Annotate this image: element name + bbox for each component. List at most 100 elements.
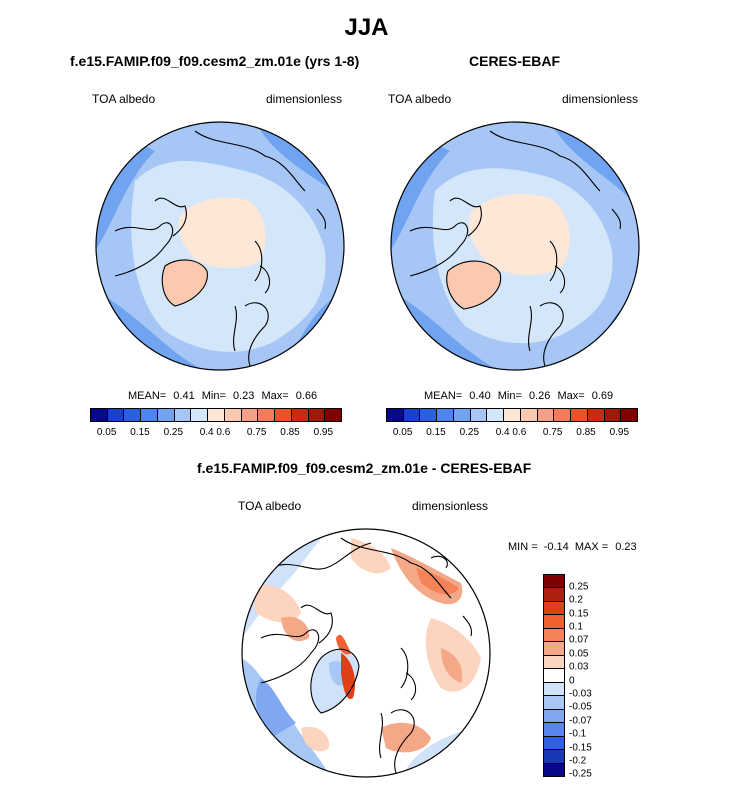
obs-mean-value: 0.40 — [469, 390, 491, 402]
colorbar-swatch-3 — [141, 409, 158, 421]
colorbar-swatch-8 — [520, 409, 538, 421]
colorbar-swatch-7 — [208, 409, 225, 421]
colorbar-swatch-1 — [107, 409, 125, 421]
colorbar-tick-label: 0.95 — [313, 427, 334, 438]
colorbar-swatch-11 — [275, 409, 292, 421]
colorbar-swatch-12 — [291, 409, 309, 421]
diff-colorbar-tick-label: -0.2 — [569, 755, 587, 767]
diff-colorbar-swatch-11 — [544, 723, 564, 737]
diff-colorbar-tick-label: 0.05 — [569, 648, 589, 660]
diff-max-value: 0.23 — [615, 541, 637, 553]
colorbar-swatch-13 — [308, 409, 326, 421]
diff-colorbar-swatch-5 — [544, 642, 564, 656]
colorbar-swatch-2 — [420, 409, 438, 421]
diff-colorbar-tick-label: 0.07 — [569, 634, 589, 646]
diff-min-value: -0.14 — [543, 541, 569, 553]
diff-colorbar-swatch-4 — [544, 628, 564, 643]
obs-min-value: 0.26 — [528, 390, 551, 402]
model-variable-label: TOA albedo — [92, 92, 156, 106]
colorbar-swatch-4 — [453, 409, 471, 421]
model-units-label: dimensionless — [266, 92, 343, 106]
colorbar-swatch-12 — [587, 409, 605, 421]
colorbar-swatch-13 — [604, 409, 622, 421]
colorbar-swatch-4 — [157, 409, 175, 421]
colorbar-tick-label: 0.25 — [459, 427, 480, 438]
figure-title: JJA — [344, 14, 389, 41]
colorbar-swatch-6 — [487, 409, 505, 421]
model-min-label: Min= — [201, 390, 226, 402]
colorbar-swatch-5 — [174, 409, 192, 421]
colorbar-swatch-2 — [124, 409, 142, 421]
diff-min-label: MIN = — [508, 541, 538, 553]
colorbar-tick-label: 0.15 — [130, 427, 150, 438]
colorbar-tick-label: 0.15 — [426, 427, 446, 438]
diff-variable-label: TOA albedo — [238, 499, 302, 513]
model-panel-title: f.e15.FAMIP.f09_f09.cesm2_zm.01e (yrs 1-… — [70, 53, 360, 69]
model-colorbar — [90, 408, 342, 422]
colorbar-tick-label: 0.75 — [246, 427, 267, 438]
diff-colorbar-swatch-6 — [544, 655, 564, 670]
obs-variable-label: TOA albedo — [388, 92, 452, 106]
diff-colorbar-ticks: 0.25 0.2 0.15 0.1 0.07 0.05 0.03 0 -0.03 -0.05 -0.… — [569, 574, 609, 780]
colorbar-swatch-14 — [621, 409, 638, 421]
colorbar-swatch-5 — [470, 409, 488, 421]
colorbar-swatch-11 — [571, 409, 588, 421]
obs-mean-label: MEAN= — [424, 390, 463, 402]
colorbar-swatch-3 — [437, 409, 454, 421]
model-max-value: 0.66 — [295, 390, 318, 402]
colorbar-swatch-9 — [241, 409, 259, 421]
colorbar-swatch-7 — [504, 409, 521, 421]
model-polar-map — [95, 121, 345, 371]
diff-colorbar-swatch-3 — [544, 615, 564, 629]
diff-colorbar-swatch-7 — [544, 669, 564, 683]
colorbar-tick-label: 0.85 — [280, 427, 300, 438]
diff-colorbar-tick-label: 0.1 — [569, 621, 583, 633]
diff-colorbar-tick-label: -0.05 — [569, 701, 592, 713]
colorbar-tick-label: 0.05 — [96, 427, 117, 438]
model-colorbar-ticks: 0.05 0.15 0.25 0.4 0.6 0.75 0.85 0.95 — [90, 427, 340, 441]
diff-colorbar-tick-label: 0 — [569, 675, 575, 686]
diff-colorbar-swatch-10 — [544, 709, 564, 724]
diff-units-label: dimensionless — [412, 499, 489, 513]
colorbar-swatch-0 — [387, 409, 404, 421]
obs-stats: MEAN= 0.40 Min= 0.26 Max= 0.69 — [424, 390, 613, 402]
obs-colorbar — [386, 408, 638, 422]
colorbar-tick-label: 0.25 — [163, 427, 184, 438]
model-mean-value: 0.41 — [173, 390, 195, 402]
diff-colorbar-tick-label: 0.2 — [569, 594, 583, 606]
colorbar-swatch-8 — [224, 409, 242, 421]
colorbar-swatch-0 — [91, 409, 108, 421]
obs-panel-title: CERES-EBAF — [469, 53, 561, 69]
obs-max-value: 0.69 — [591, 390, 614, 402]
diff-colorbar-tick-label: -0.07 — [569, 715, 592, 727]
colorbar-swatch-1 — [403, 409, 421, 421]
model-min-value: 0.23 — [232, 390, 255, 402]
model-max-label: Max= — [261, 390, 289, 402]
diff-colorbar-swatch-0 — [544, 575, 564, 589]
diff-colorbar-swatch-13 — [544, 750, 564, 764]
diff-colorbar-swatch-1 — [544, 588, 564, 602]
colorbar-tick-label: 0.6 — [512, 427, 527, 438]
diff-colorbar-swatch-9 — [544, 696, 564, 710]
colorbar-tick-label: 0.85 — [576, 427, 596, 438]
colorbar-tick-label: 0.75 — [542, 427, 563, 438]
diff-colorbar-swatch-12 — [544, 736, 564, 751]
diff-colorbar-tick-label: -0.15 — [569, 742, 592, 753]
colorbar-tick-label: 0.05 — [392, 427, 413, 438]
diff-colorbar-tick-label: -0.03 — [569, 688, 592, 700]
colorbar-tick-label: 0.4 — [495, 427, 510, 438]
diff-stats: MIN = -0.14 MAX = 0.23 — [508, 541, 637, 553]
diff-colorbar-tick-label: 0.25 — [569, 581, 589, 593]
diff-polar-map — [241, 528, 491, 778]
model-mean-label: MEAN= — [128, 390, 167, 402]
diff-max-label: MAX = — [574, 541, 609, 553]
colorbar-swatch-14 — [325, 409, 342, 421]
obs-min-label: Min= — [497, 390, 522, 402]
colorbar-tick-label: 0.6 — [216, 427, 231, 438]
diff-colorbar-tick-label: 0.03 — [569, 661, 589, 673]
obs-units-label: dimensionless — [562, 92, 639, 106]
colorbar-swatch-9 — [537, 409, 555, 421]
colorbar-swatch-10 — [258, 409, 276, 421]
diff-colorbar-swatch-2 — [544, 601, 564, 616]
diff-colorbar — [543, 574, 565, 777]
